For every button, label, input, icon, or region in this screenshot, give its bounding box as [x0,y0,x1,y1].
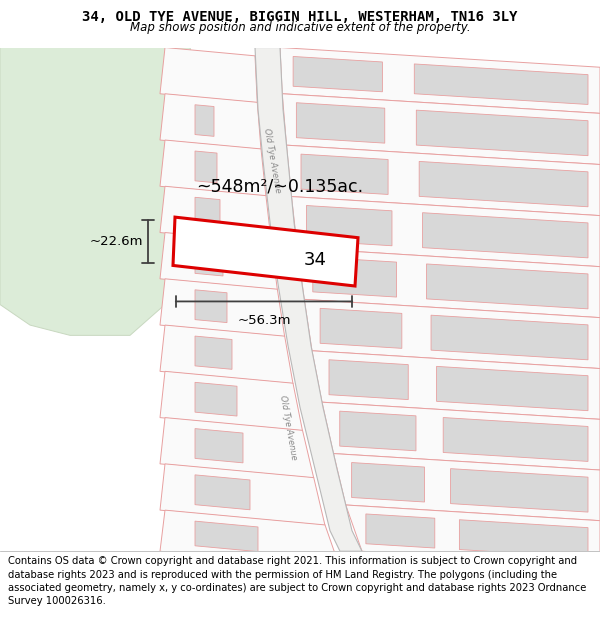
Polygon shape [313,257,397,297]
Polygon shape [352,462,425,502]
Polygon shape [255,48,362,551]
Text: ~548m²/~0.135ac.: ~548m²/~0.135ac. [196,177,364,195]
Polygon shape [195,429,243,463]
Text: Old Tye Avenue: Old Tye Avenue [278,395,298,461]
Polygon shape [195,244,223,276]
Polygon shape [195,521,258,552]
Polygon shape [304,299,600,369]
Polygon shape [443,418,588,461]
Polygon shape [160,186,271,243]
Polygon shape [307,206,392,246]
Polygon shape [0,48,205,336]
Text: ~56.3m: ~56.3m [237,314,291,327]
Polygon shape [427,264,588,309]
Polygon shape [195,290,227,322]
Polygon shape [340,411,416,451]
Polygon shape [301,154,388,194]
Polygon shape [293,56,382,92]
Polygon shape [460,520,588,558]
Polygon shape [195,382,237,416]
Polygon shape [160,418,314,478]
Text: 34: 34 [304,251,326,269]
Polygon shape [160,279,284,337]
Polygon shape [320,308,402,348]
Polygon shape [416,110,588,156]
Polygon shape [282,94,600,164]
Polygon shape [334,454,600,521]
Text: 34, OLD TYE AVENUE, BIGGIN HILL, WESTERHAM, TN16 3LY: 34, OLD TYE AVENUE, BIGGIN HILL, WESTERH… [82,11,518,24]
Polygon shape [298,248,600,318]
Polygon shape [451,469,588,512]
Polygon shape [160,371,302,431]
Text: Map shows position and indicative extent of the property.: Map shows position and indicative extent… [130,21,470,34]
Polygon shape [173,217,358,286]
Polygon shape [431,315,588,360]
Polygon shape [160,325,293,384]
Polygon shape [195,198,220,229]
Polygon shape [296,102,385,143]
Polygon shape [287,145,600,216]
Polygon shape [366,514,435,548]
Text: Contains OS data © Crown copyright and database right 2021. This information is : Contains OS data © Crown copyright and d… [8,556,586,606]
Polygon shape [160,510,340,568]
Polygon shape [280,48,600,113]
Polygon shape [160,94,261,149]
Polygon shape [292,197,600,267]
Polygon shape [195,151,217,183]
Polygon shape [195,336,232,369]
Polygon shape [419,161,588,207]
Polygon shape [422,213,588,258]
Polygon shape [160,140,266,196]
Polygon shape [160,48,257,102]
Polygon shape [437,366,588,411]
Polygon shape [346,505,600,566]
Polygon shape [312,351,600,419]
Polygon shape [160,232,277,289]
Polygon shape [195,105,214,136]
Polygon shape [195,475,250,510]
Text: Old Tye Avenue: Old Tye Avenue [262,127,282,194]
Polygon shape [414,64,588,104]
Polygon shape [160,464,325,526]
Text: ~22.6m: ~22.6m [89,235,143,248]
Polygon shape [329,360,408,399]
Polygon shape [322,402,600,470]
